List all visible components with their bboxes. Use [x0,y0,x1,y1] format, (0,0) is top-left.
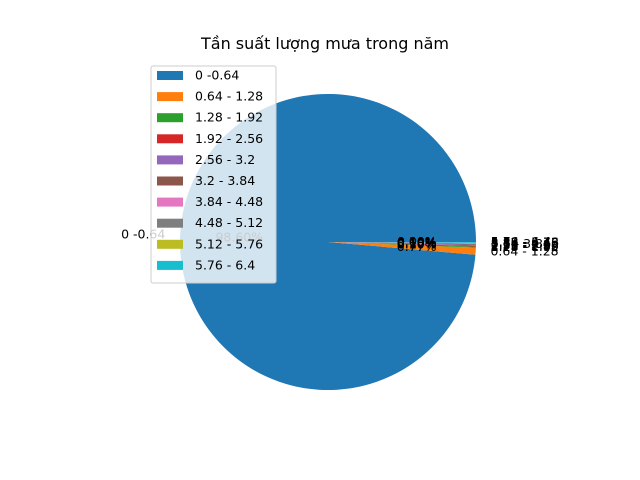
pie-category-label-6: 3.84 - 4.48 [491,235,559,250]
legend-label-1: 0.64 - 1.28 [195,89,263,104]
legend-label-5: 3.2 - 3.84 [195,173,255,188]
pie-slice-3 [328,242,476,247]
pie-slice-1 [328,242,476,255]
pie-category-labels: 0 -0.640.64 - 1.281.28 - 1.921.92 - 2.56… [121,226,559,258]
legend-label-7: 4.48 - 5.12 [195,215,263,230]
pie-category-label-2: 1.28 - 1.92 [491,239,559,254]
legend-swatch-7 [157,218,183,228]
pie-category-label-1: 0.64 - 1.28 [490,244,558,259]
pie-slice-9 [328,242,476,243]
pie-pct-label-4: 0.10% [397,235,437,250]
pie-pct-label-1: 0.77% [397,239,437,254]
legend: 0 -0.64 0.64 - 1.28 1.28 - 1.92 1.92 - 2.56… [150,65,277,284]
legend-label-0: 0 -0.64 [195,68,239,83]
legend-swatch-1 [157,92,183,102]
pie-pct-label-7: 0.00% [397,234,437,249]
pie-pct-label-5: 0.10% [397,235,437,250]
legend-label-4: 2.56 - 3.2 [195,152,255,167]
pie-slice-4 [328,242,476,246]
legend-swatch-5 [157,176,183,186]
legend-label-6: 3.84 - 4.48 [195,194,263,209]
pie-slice-2 [328,242,476,248]
pie-category-label-4: 2.56 - 3.2 [491,237,551,252]
pie-slice-6 [328,242,476,244]
legend-swatch-9 [157,260,183,270]
legend-label-2: 1.28 - 1.92 [195,110,263,125]
legend-label-3: 1.92 - 2.56 [195,131,263,146]
legend-label-8: 5.12 - 5.76 [195,236,263,251]
pie-category-label-8: 5.12 - 5.76 [491,235,559,250]
pie-slice-5 [328,242,476,245]
legend-label-9: 5.76 - 6.4 [195,257,255,272]
legend-swatch-0 [157,71,183,80]
pie-pct-label-3: 0.10% [397,236,437,251]
pie-pct-label-8: 0.00% [397,234,437,249]
legend-swatch-3 [157,134,183,144]
pie-pct-label-9: 0.10% [397,234,437,249]
pie-category-label-7: 4.48 - 5.12 [491,235,559,250]
pie-pct-label-6: 0.10% [397,234,437,249]
pie-category-label-5: 3.2 - 3.84 [491,236,551,251]
legend-swatch-4 [157,155,183,165]
pie-category-label-3: 1.92 - 2.56 [491,238,559,253]
legend-swatch-2 [157,113,183,123]
chart-title: Tần suất lượng mưa trong năm [200,34,449,53]
pie-pct-label-2: 0.10% [397,237,437,252]
legend-swatch-8 [157,239,183,249]
legend-swatch-6 [157,197,183,207]
pie-category-label-9: 5.76 - 6.4 [491,234,551,249]
